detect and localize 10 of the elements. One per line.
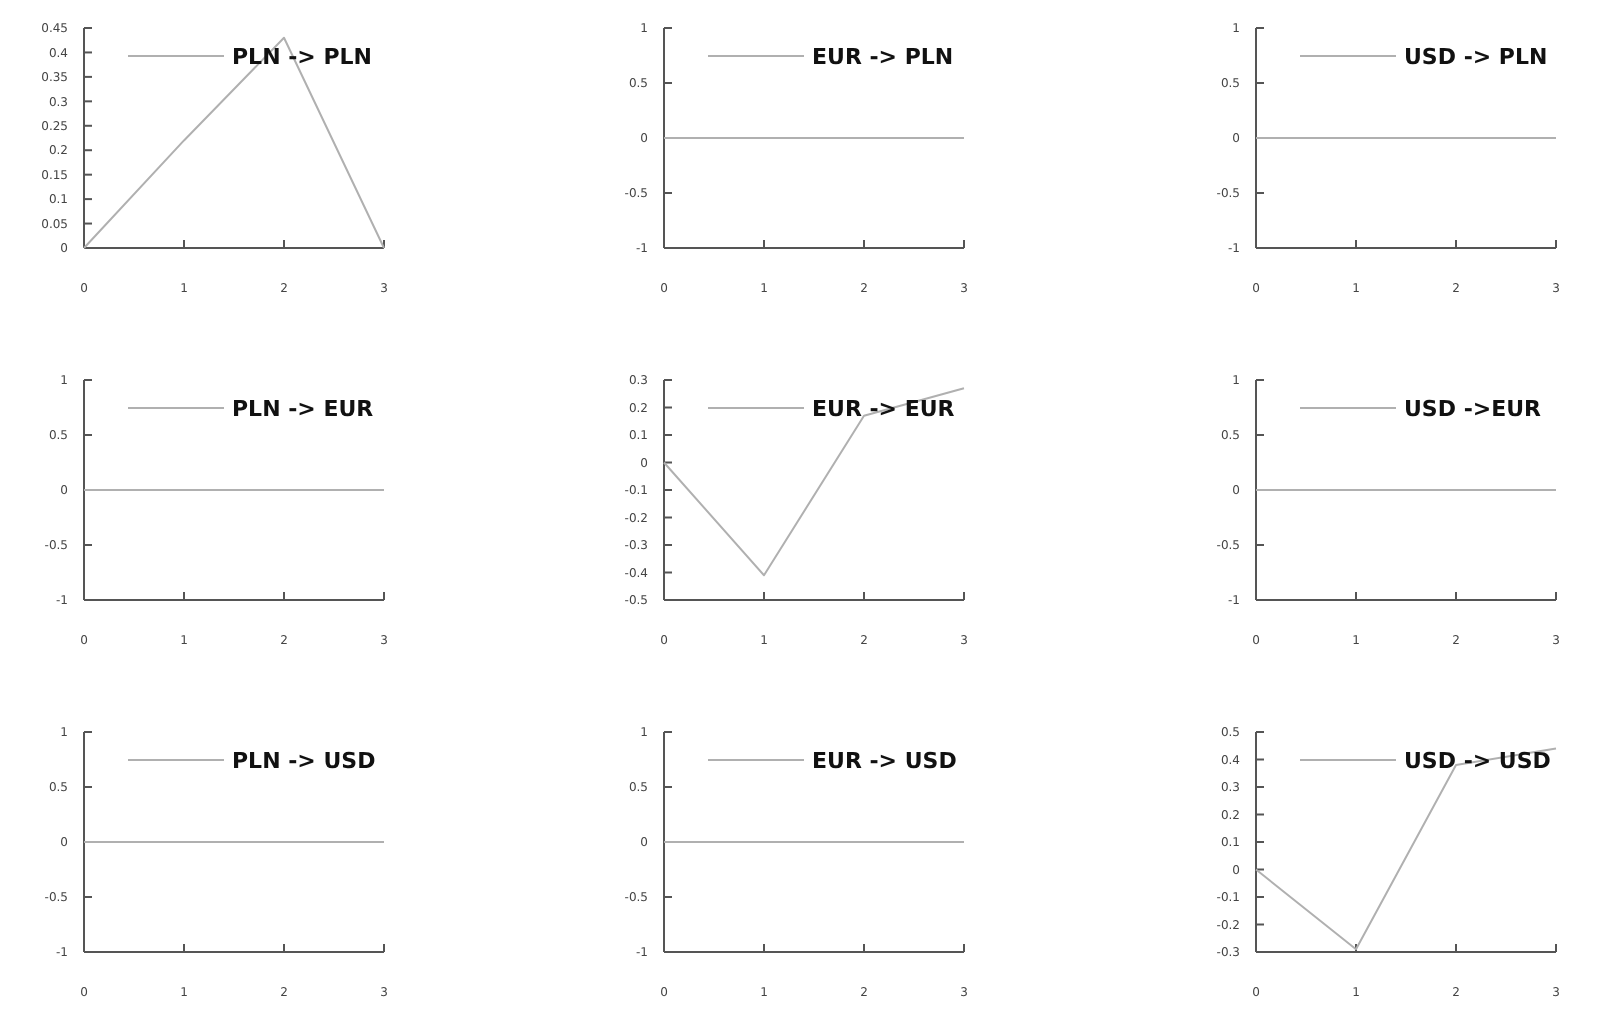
- legend-label: PLN -> USD: [232, 747, 376, 774]
- legend-label: USD ->EUR: [1404, 395, 1543, 422]
- legend-label: PLN -> EUR: [232, 395, 375, 422]
- legend-label: EUR -> EUR: [812, 395, 956, 422]
- line-series: [663, 387, 965, 577]
- legend-label: USD -> PLN: [1404, 43, 1548, 70]
- legend-label: USD -> USD: [1404, 747, 1551, 774]
- legend-label: EUR -> USD: [812, 747, 957, 774]
- legend-label: PLN -> PLN: [232, 43, 372, 70]
- legend-label: EUR -> PLN: [812, 43, 954, 70]
